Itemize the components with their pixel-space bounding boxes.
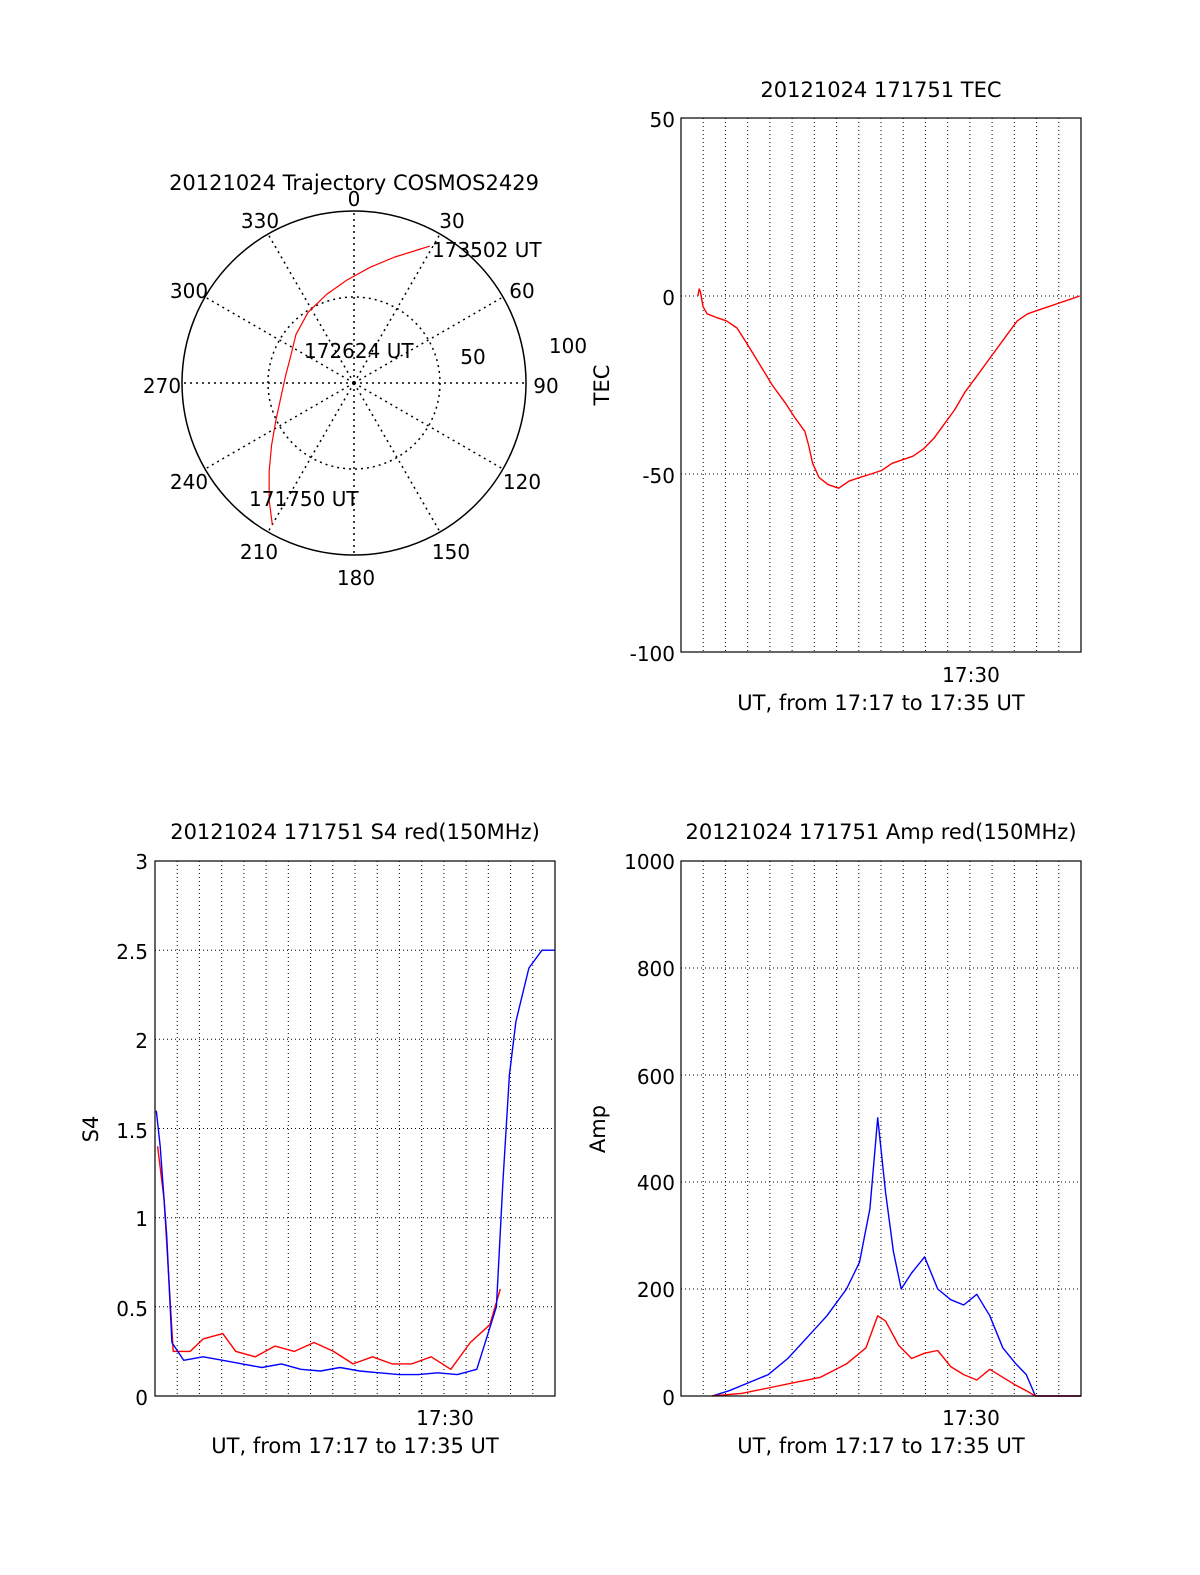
tec-ytick-minus100: -100 xyxy=(630,642,675,666)
amp-series-group xyxy=(712,1117,1081,1397)
s4-ytick-0: 0 xyxy=(135,1386,148,1410)
s4-ytick-3: 3 xyxy=(135,850,148,874)
s4-ytick-2: 2 xyxy=(135,1029,148,1053)
azimuth-label-120: 120 xyxy=(503,470,541,494)
amp-ytick-600: 600 xyxy=(637,1065,675,1089)
s4-y-ticks: 3 2.5 2 1.5 1 0.5 0 xyxy=(116,850,148,1410)
tec-panel: 20121024 171751 TEC 50 0 -50 -100 17:30 … xyxy=(590,78,1082,715)
tec-xtick-1730: 17:30 xyxy=(942,663,1000,687)
amp-series-line-1 xyxy=(712,1315,1081,1397)
tec-ytick-minus50: -50 xyxy=(642,464,675,488)
polar-title: 20121024 Trajectory COSMOS2429 xyxy=(169,171,539,195)
s4-ylabel: S4 xyxy=(79,1116,103,1143)
s4-panel: 20121024 171751 S4 red(150MHz) 3 2.5 2 1… xyxy=(79,820,556,1458)
amp-ytick-200: 200 xyxy=(637,1278,675,1302)
amp-grid xyxy=(681,861,1081,1396)
amp-series-line-0 xyxy=(712,1117,1081,1397)
s4-series-group xyxy=(155,949,555,1376)
time-label-mid: 172624 UT xyxy=(304,339,414,363)
amp-ytick-400: 400 xyxy=(637,1171,675,1195)
trajectory-track xyxy=(268,245,431,525)
polar-spoke-150 xyxy=(353,382,441,533)
tec-ytick-50: 50 xyxy=(650,108,675,132)
azimuth-label-180: 180 xyxy=(337,566,375,590)
s4-ytick-1: 1 xyxy=(135,1207,148,1231)
amp-title: 20121024 171751 Amp red(150MHz) xyxy=(685,820,1076,844)
s4-plot-frame xyxy=(154,860,556,1397)
amp-panel: 20121024 171751 Amp red(150MHz) 1000 800… xyxy=(586,820,1082,1458)
amp-plot-frame xyxy=(680,860,1082,1397)
azimuth-label-330: 330 xyxy=(241,209,279,233)
tec-grid xyxy=(681,118,1081,652)
tec-plot-frame xyxy=(680,117,1082,653)
s4-ytick-1.5: 1.5 xyxy=(116,1119,148,1143)
azimuth-label-300: 300 xyxy=(170,279,208,303)
s4-title: 20121024 171751 S4 red(150MHz) xyxy=(170,820,540,844)
amp-ylabel: Amp xyxy=(586,1105,610,1153)
elevation-ring-label-50: 50 xyxy=(460,345,485,369)
amp-ytick-1000: 1000 xyxy=(624,850,675,874)
elevation-ring-label-100: 100 xyxy=(549,334,587,358)
tec-y-ticks: 50 0 -50 -100 xyxy=(630,108,675,666)
azimuth-label-240: 240 xyxy=(170,470,208,494)
tec-series-group xyxy=(697,288,1080,489)
time-label-start: 171750 UT xyxy=(249,487,359,511)
s4-xlabel: UT, from 17:17 to 17:35 UT xyxy=(211,1434,499,1458)
azimuth-label-0: 0 xyxy=(348,187,361,211)
s4-ytick-0.5: 0.5 xyxy=(116,1297,148,1321)
s4-series-line-0 xyxy=(156,1146,501,1370)
tec-ytick-0: 0 xyxy=(662,286,675,310)
polar-spoke-240 xyxy=(204,382,355,470)
tec-series-line-0 xyxy=(697,288,1080,489)
tec-xlabel: UT, from 17:17 to 17:35 UT xyxy=(737,691,1025,715)
s4-xtick-1730: 17:30 xyxy=(416,1406,474,1430)
amp-ytick-0: 0 xyxy=(662,1386,675,1410)
amp-xlabel: UT, from 17:17 to 17:35 UT xyxy=(737,1434,1025,1458)
tec-ylabel: TEC xyxy=(590,365,614,407)
amp-xtick-1730: 17:30 xyxy=(942,1406,1000,1430)
amp-ytick-800: 800 xyxy=(637,957,675,981)
azimuth-label-60: 60 xyxy=(509,279,534,303)
tec-title: 20121024 171751 TEC xyxy=(760,78,1001,102)
time-label-end: 173502 UT xyxy=(432,238,542,262)
azimuth-label-210: 210 xyxy=(240,540,278,564)
azimuth-label-150: 150 xyxy=(432,540,470,564)
polar-trajectory-panel: 20121024 Trajectory COSMOS2429 0 30 60 9… xyxy=(143,171,587,590)
polar-outer-circle xyxy=(181,210,527,556)
polar-spokes xyxy=(182,211,526,555)
s4-grid xyxy=(155,861,555,1396)
amp-y-ticks: 1000 800 600 400 200 0 xyxy=(624,850,675,1410)
azimuth-label-270: 270 xyxy=(143,374,181,398)
polar-spoke-120 xyxy=(353,382,504,470)
azimuth-label-30: 30 xyxy=(439,209,464,233)
azimuth-label-90: 90 xyxy=(533,374,558,398)
s4-series-line-1 xyxy=(155,949,555,1376)
s4-ytick-2.5: 2.5 xyxy=(116,940,148,964)
